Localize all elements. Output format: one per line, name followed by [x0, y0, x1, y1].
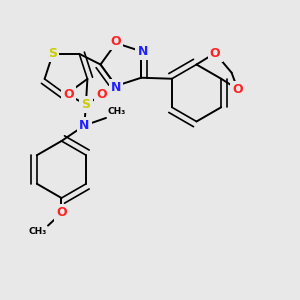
Text: N: N	[79, 119, 90, 132]
Text: O: O	[232, 83, 243, 96]
Text: S: S	[48, 47, 57, 60]
Text: N: N	[111, 81, 121, 94]
Text: O: O	[210, 46, 220, 60]
Text: CH₃: CH₃	[28, 227, 46, 236]
Text: S: S	[81, 98, 90, 111]
Text: O: O	[97, 88, 107, 101]
Text: N: N	[137, 45, 148, 58]
Text: O: O	[56, 206, 67, 220]
Text: O: O	[64, 88, 74, 101]
Text: CH₃: CH₃	[107, 107, 126, 116]
Text: O: O	[111, 35, 122, 48]
